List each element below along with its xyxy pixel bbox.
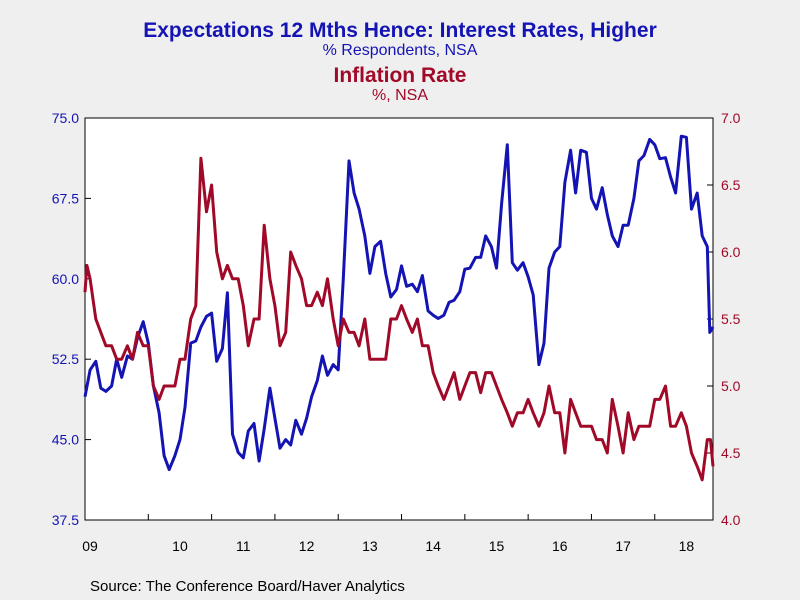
chart-title-left: Expectations 12 Mths Hence: Interest Rat… <box>143 19 657 42</box>
right-axis-tick-label: 6.5 <box>721 177 741 193</box>
right-axis-tick-label: 6.0 <box>721 244 741 260</box>
left-axis-tick-label: 45.0 <box>52 432 79 448</box>
right-axis-tick-label: 4.0 <box>721 512 741 528</box>
x-axis-tick-label: 14 <box>425 538 441 554</box>
left-axis-tick-label: 67.5 <box>52 190 79 206</box>
x-axis-tick-label: 12 <box>299 538 315 554</box>
x-axis-tick-label: 09 <box>82 538 98 554</box>
chart-subtitle-left: % Respondents, NSA <box>322 42 478 59</box>
series-line-inflation-rate <box>83 156 715 482</box>
right-axis-tick-label: 5.0 <box>721 378 741 394</box>
left-axis-tick-label: 52.5 <box>52 351 79 367</box>
plot-area <box>84 117 714 521</box>
x-axis-tick-label: 16 <box>552 538 568 554</box>
chart-title-right: Inflation Rate <box>333 64 467 87</box>
right-axis-tick-label: 5.5 <box>721 311 741 327</box>
right-axis-tick-label: 4.5 <box>721 445 741 461</box>
x-axis-tick-label: 18 <box>679 538 695 554</box>
left-axis-tick-label: 75.0 <box>52 110 79 126</box>
x-axis-tick-label: 13 <box>362 538 378 554</box>
right-axis-tick-label: 7.0 <box>721 110 741 126</box>
left-axis-tick-label: 37.5 <box>52 512 79 528</box>
x-axis-tick-label: 15 <box>489 538 505 554</box>
x-axis-tick-label: 11 <box>236 538 251 554</box>
chart-subtitle-right: %, NSA <box>371 87 428 104</box>
x-axis-tick-label: 17 <box>615 538 631 554</box>
series-line-interest-expectations <box>83 134 715 472</box>
x-axis-tick-label: 10 <box>172 538 188 554</box>
left-axis-tick-label: 60.0 <box>52 271 79 287</box>
source-note: Source: The Conference Board/Haver Analy… <box>90 578 405 595</box>
